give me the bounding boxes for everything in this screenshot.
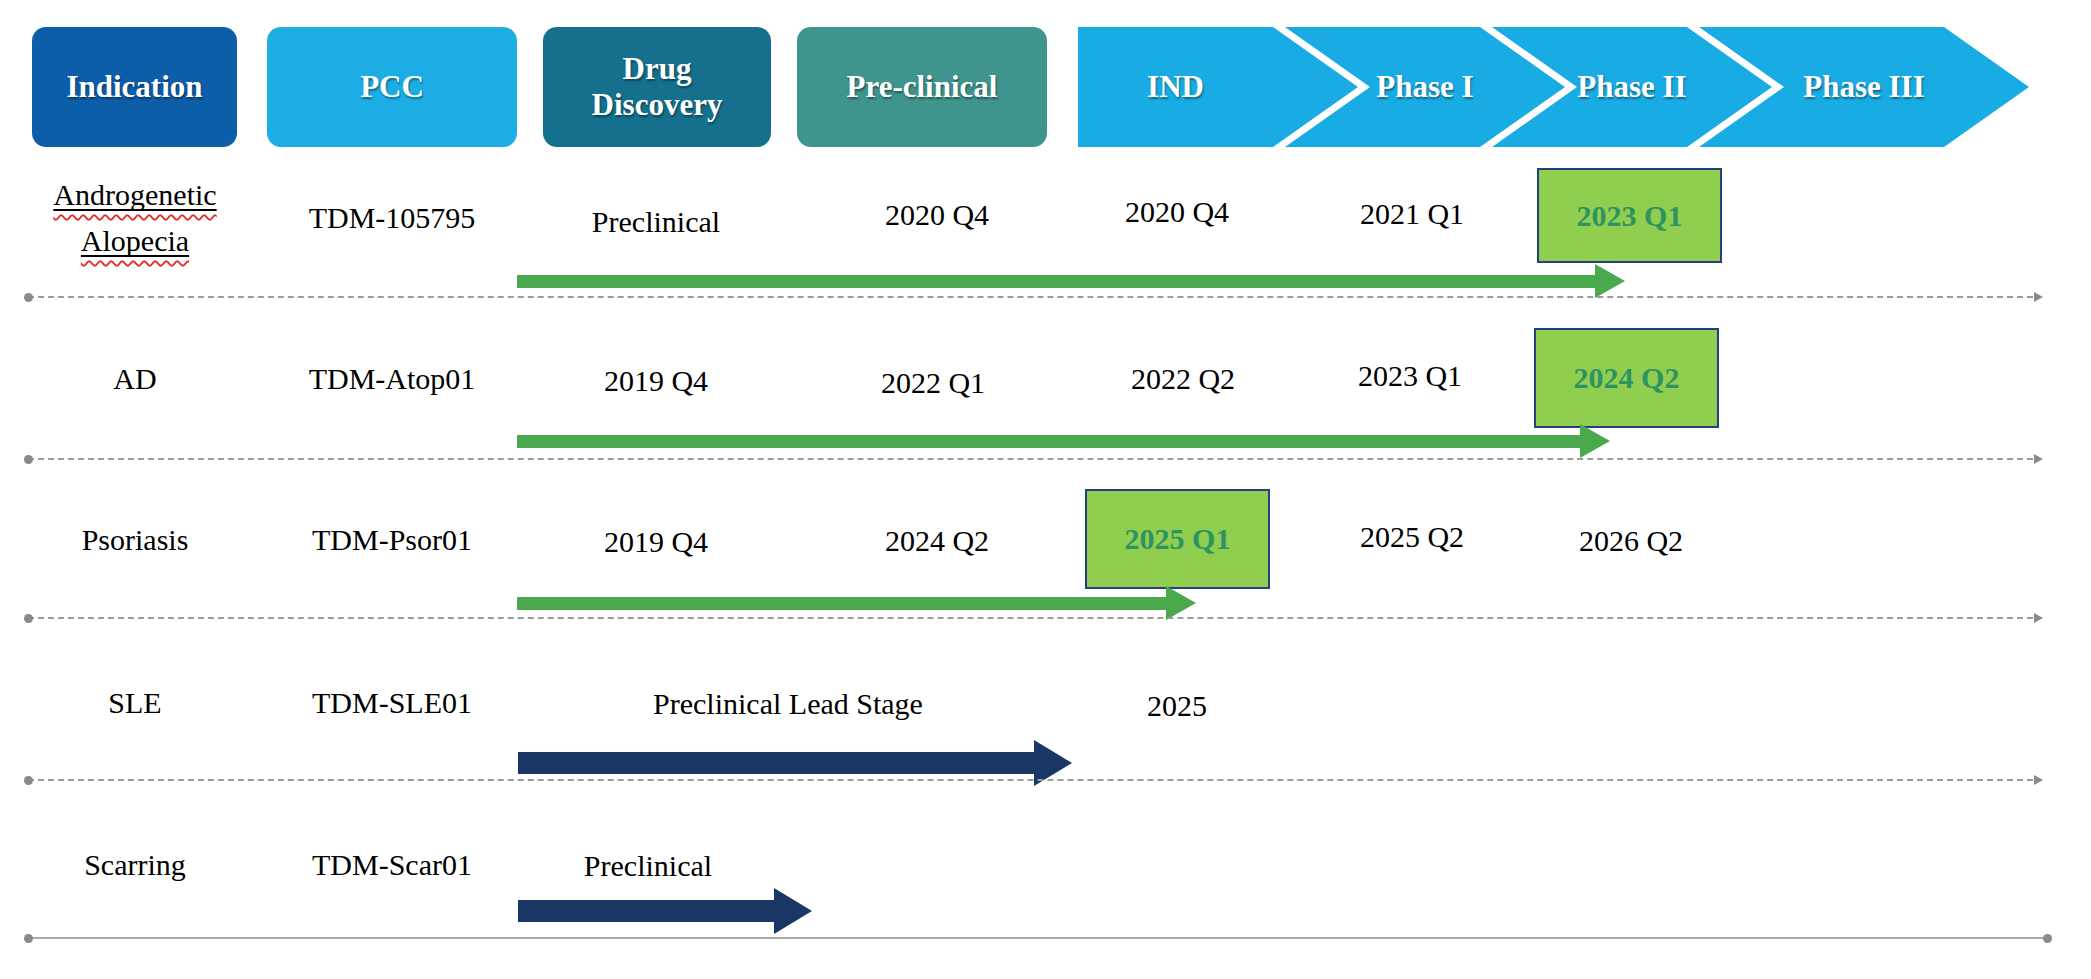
highlight-box-ind: 2025 Q1	[1085, 489, 1270, 589]
milestone-drug-discovery: 2019 Q4	[604, 525, 708, 559]
pipeline-diagram: Indication PCC Drug Discovery Pre-clinic…	[0, 0, 2091, 979]
progress-arrow-green	[517, 424, 1610, 458]
milestone-ind: 2022 Q2	[1131, 362, 1235, 396]
row-indication-label: SLE	[108, 686, 161, 720]
progress-arrow-green	[517, 586, 1196, 620]
header-box-pcc: PCC	[267, 27, 517, 147]
row-indication-label: AD	[113, 362, 156, 396]
milestone-phase-1: 2023 Q1	[1358, 359, 1462, 393]
milestone-stage-note: Preclinical Lead Stage	[653, 687, 923, 721]
header-box-preclinical: Pre-clinical	[797, 27, 1047, 147]
milestone-preclinical: 2022 Q1	[881, 366, 985, 400]
milestone-phase-1: 2021 Q1	[1360, 197, 1464, 231]
milestone-preclinical: 2024 Q2	[885, 524, 989, 558]
row-separator-dashed	[28, 458, 2033, 460]
milestone-drug-discovery: Preclinical	[592, 205, 720, 239]
milestone-phase-1: 2025 Q2	[1360, 520, 1464, 554]
milestone-phase-2: 2026 Q2	[1579, 524, 1683, 558]
row-pcc-value: TDM-Scar01	[312, 848, 472, 882]
progress-arrow-navy	[518, 888, 812, 934]
header-box-drug-discovery: Drug Discovery	[543, 27, 771, 147]
header-box-indication: Indication	[32, 27, 237, 147]
progress-arrow-green	[517, 264, 1625, 298]
row-pcc-value: TDM-105795	[309, 201, 476, 235]
row-indication-label: Psoriasis	[82, 523, 189, 557]
milestone-ind: 2020 Q4	[1125, 195, 1229, 229]
row-pcc-value: TDM-Atop01	[309, 362, 476, 396]
highlight-box-phase-2: 2023 Q1	[1537, 168, 1722, 263]
milestone-drug-discovery: Preclinical	[584, 849, 712, 883]
milestone-drug-discovery: 2019 Q4	[604, 364, 708, 398]
row-indication-label: Scarring	[84, 848, 186, 882]
bottom-separator-solid	[28, 937, 2048, 939]
milestone-ind: 2025	[1147, 689, 1207, 723]
row-indication-label: Androgenetic Alopecia	[53, 172, 216, 264]
row-pcc-value: TDM-SLE01	[312, 686, 472, 720]
row-separator-dashed	[28, 779, 2033, 781]
milestone-preclinical: 2020 Q4	[885, 198, 989, 232]
highlight-box-phase-2: 2024 Q2	[1534, 328, 1719, 428]
row-separator-dashed	[28, 296, 2033, 298]
row-pcc-value: TDM-Psor01	[312, 523, 472, 557]
row-separator-dashed	[28, 617, 2033, 619]
